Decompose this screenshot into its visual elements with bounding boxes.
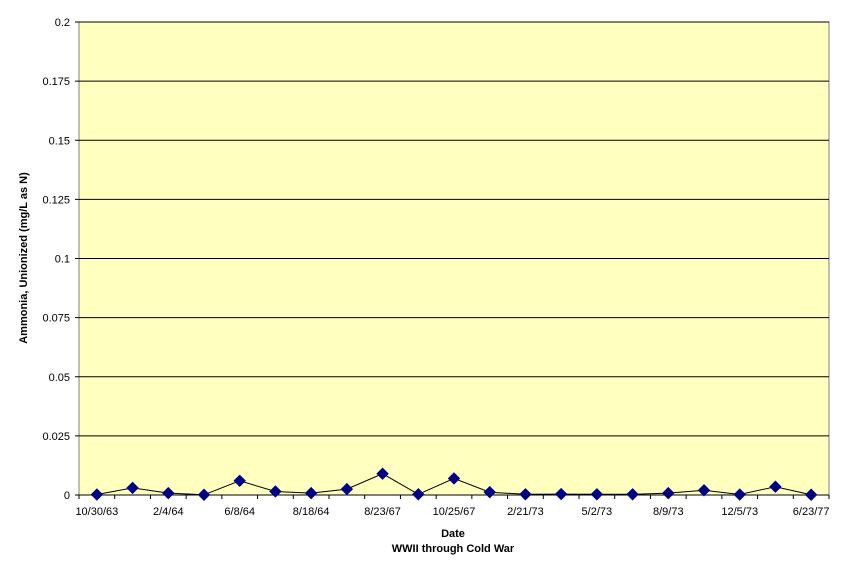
data-point-marker [519,488,532,501]
y-axis-title: Ammonia, Unionized (mg/L as N) [18,172,30,344]
gridlines [79,21,829,437]
data-point-marker [340,482,354,496]
data-point-marker [126,481,139,495]
data-point-marker [304,486,318,500]
data-point-marker [412,488,425,501]
data-point-marker [269,485,282,498]
y-tick-label: 0.075 [42,313,70,325]
data-point-marker [733,488,746,501]
x-axis-ticks: 10/30/63 2/4/64 6/8/64 8/18/64 8/23/67 10/25/… [75,494,830,518]
data-point-marker [197,488,211,501]
data-point-marker [376,467,389,480]
x-tick-label: 2/4/64 [153,506,184,518]
data-point-marker [626,488,639,501]
y-tick-label: 0.1 [55,254,70,266]
series-markers [90,467,818,501]
y-tick-label: 0.025 [42,431,70,443]
data-point-marker [447,472,461,485]
y-tick-label: 0 [64,490,70,502]
y-axis-ticks: 0 0.025 0.05 0.075 0.1 0.125 0.15 0.175 0.2 [42,17,79,502]
chart-subtitle: WWII through Cold War [392,543,515,555]
y-tick-label: 0.15 [49,135,70,147]
data-point-marker [662,486,675,500]
data-point-marker [697,484,711,497]
x-tick-label: 8/9/73 [653,506,684,518]
x-tick-label: 8/18/64 [293,506,330,518]
y-tick-label: 0.175 [42,76,70,88]
x-axis-title: Date [441,528,465,540]
x-tick-label: 5/2/73 [582,506,613,518]
y-tick-label: 0.2 [55,17,70,29]
x-tick-label: 10/25/67 [433,506,476,518]
data-point-marker [590,488,604,501]
x-tick-label: 2/21/73 [507,506,544,518]
x-tick-label: 8/23/67 [364,506,401,518]
data-point-marker [483,485,496,499]
data-point-marker [804,488,818,501]
x-tick-label: 10/30/63 [75,506,118,518]
x-tick-label: 6/8/64 [224,506,255,518]
y-tick-label: 0.125 [42,194,70,206]
data-point-marker [233,474,246,488]
data-point-marker [769,480,782,493]
y-tick-label: 0.05 [49,372,70,384]
data-point-marker [162,486,175,500]
x-tick-label: 6/23/77 [793,506,830,518]
data-point-marker [554,487,568,501]
data-point-marker [90,488,104,501]
x-tick-label: 12/5/73 [721,506,758,518]
